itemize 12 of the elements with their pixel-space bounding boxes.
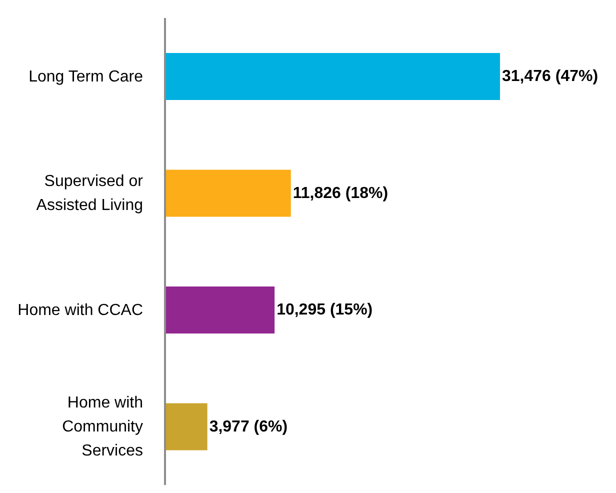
y-tick-label: Supervised or Assisted Living: [36, 172, 144, 214]
bar: [165, 403, 208, 450]
bar: [165, 170, 291, 217]
y-tick-label: Home with Community Services: [62, 394, 143, 460]
bar: [165, 53, 500, 100]
data-label: 11,826 (18%): [292, 184, 388, 202]
bar: [165, 286, 275, 334]
y-tick-label: Long Term Care: [28, 68, 144, 85]
data-label: 3,977 (6%): [209, 418, 288, 436]
y-tick-label: Home with CCAC: [18, 301, 143, 318]
data-label: 10,295 (15%): [276, 302, 373, 319]
data-label: 31,476 (47%): [502, 68, 598, 86]
